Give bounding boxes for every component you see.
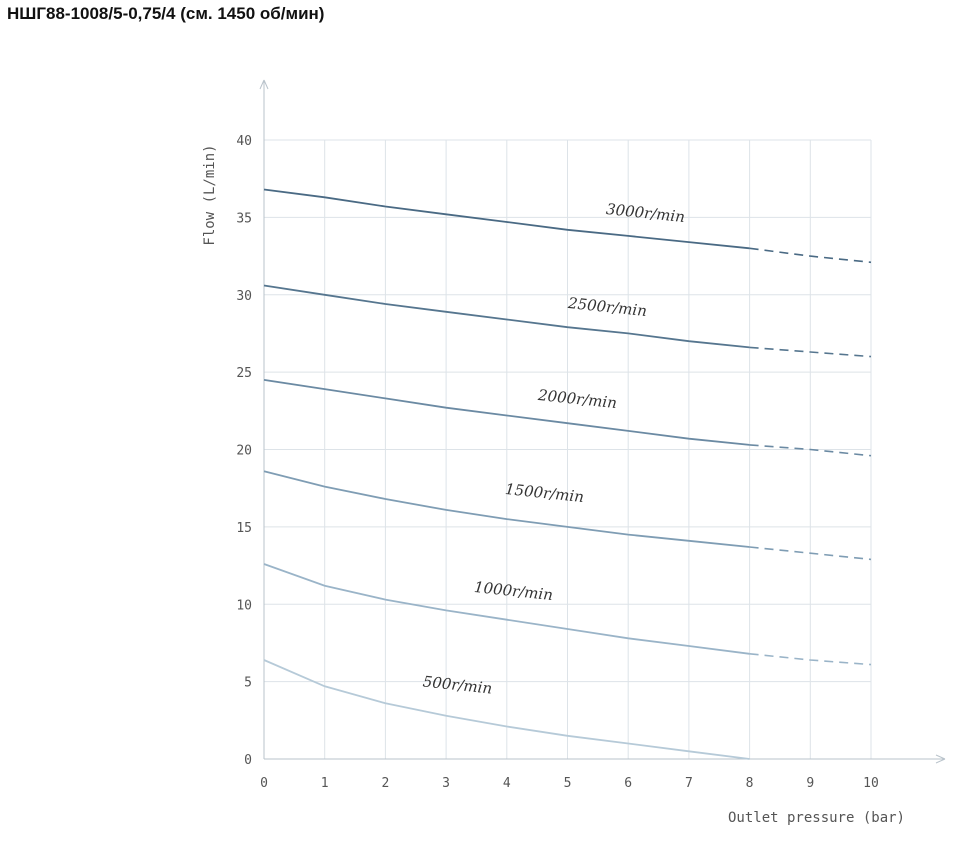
x-tick-label-10: 10 bbox=[863, 776, 879, 791]
x-tick-label-2: 2 bbox=[381, 776, 389, 791]
grid bbox=[263, 139, 872, 760]
y-tick-label-0: 0 bbox=[244, 753, 252, 768]
series-label-2000r-min: 2000r/min bbox=[536, 386, 618, 412]
series-line-500r-min bbox=[263, 659, 750, 760]
y-tick-label-20: 20 bbox=[236, 444, 252, 459]
tick-labels: 0 1 2 3 4 5 6 7 8 9 10 0 5 10 15 20 25 30 35 40 bbox=[236, 134, 878, 791]
y-tick-label-10: 10 bbox=[236, 598, 252, 613]
x-axis-title: Outlet pressure (bar) bbox=[728, 810, 905, 826]
y-tick-label-40: 40 bbox=[236, 134, 252, 149]
y-tick-label-35: 35 bbox=[236, 211, 252, 226]
series-extrapolation-1000r-min bbox=[749, 653, 872, 666]
series-extrapolation-2000r-min bbox=[749, 444, 872, 457]
axes bbox=[259, 79, 946, 764]
x-tick-label-7: 7 bbox=[685, 776, 693, 791]
series-label-3000r-min: 3000r/min bbox=[605, 200, 686, 226]
y-tick-label-30: 30 bbox=[236, 289, 252, 304]
series-label-1500r-min: 1500r/min bbox=[504, 480, 585, 506]
x-tick-label-1: 1 bbox=[321, 776, 329, 791]
y-tick-label-15: 15 bbox=[236, 521, 252, 536]
series-line-1500r-min bbox=[263, 470, 750, 548]
series-extrapolation-1500r-min bbox=[749, 546, 872, 561]
y-axis-title: Flow (L/min) bbox=[202, 144, 218, 245]
x-tick-label-4: 4 bbox=[503, 776, 511, 791]
series-line-3000r-min bbox=[263, 188, 750, 250]
y-tick-label-5: 5 bbox=[244, 676, 252, 691]
series-line-2500r-min bbox=[263, 284, 750, 349]
series-extrapolation-2500r-min bbox=[749, 346, 872, 358]
x-tick-label-0: 0 bbox=[260, 776, 268, 791]
x-tick-label-9: 9 bbox=[806, 776, 814, 791]
series-label-1000r-min: 1000r/min bbox=[473, 578, 554, 604]
series-line-2000r-min bbox=[263, 379, 750, 446]
series-extrapolation-3000r-min bbox=[749, 247, 872, 264]
x-tick-label-8: 8 bbox=[746, 776, 754, 791]
y-axis-arrow bbox=[259, 79, 269, 90]
x-tick-label-3: 3 bbox=[442, 776, 450, 791]
series-label-500r-min: 500r/min bbox=[422, 672, 493, 697]
series-line-1000r-min bbox=[263, 563, 750, 655]
series-label-2500r-min: 2500r/min bbox=[566, 294, 648, 320]
x-axis-arrow bbox=[935, 754, 946, 764]
x-tick-label-6: 6 bbox=[624, 776, 632, 791]
page-title: НШГ88-1008/5-0,75/4 (см. 1450 об/мин) bbox=[7, 4, 325, 23]
y-tick-label-25: 25 bbox=[236, 366, 252, 381]
x-tick-label-5: 5 bbox=[564, 776, 572, 791]
